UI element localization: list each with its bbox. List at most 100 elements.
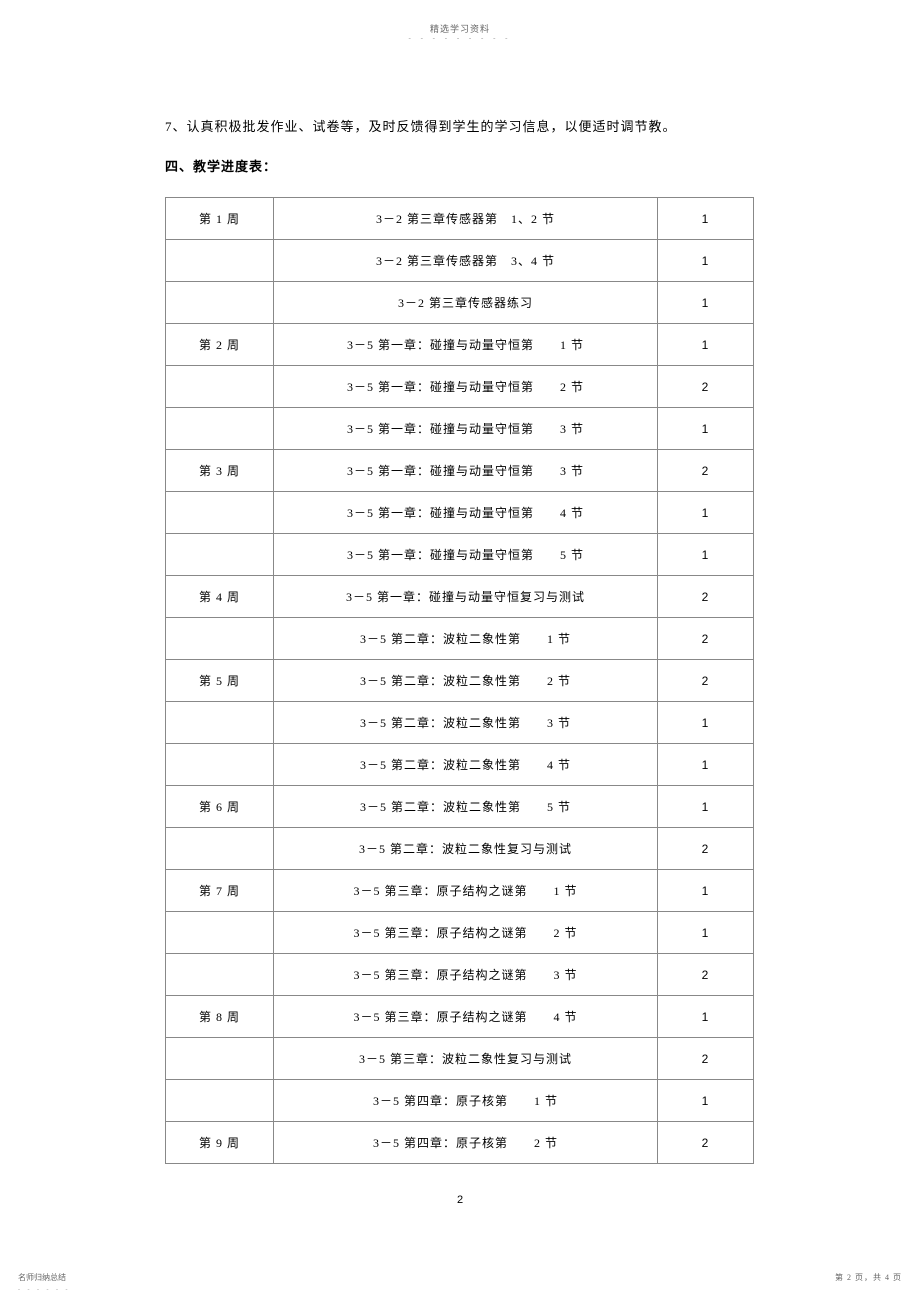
table-row: 第 1 周3－2 第三章传感器第 1、2 节1 bbox=[166, 198, 754, 240]
content-cell: 3－2 第三章传感器第 1、2 节 bbox=[274, 198, 658, 240]
content-cell: 3－5 第二章：波粒二象性第 2 节 bbox=[274, 660, 658, 702]
table-row: 第 9 周3－5 第四章：原子核第 2 节2 bbox=[166, 1122, 754, 1164]
table-row: 3－2 第三章传感器练习1 bbox=[166, 282, 754, 324]
table-row: 3－5 第二章：波粒二象性第 1 节2 bbox=[166, 618, 754, 660]
hours-cell: 1 bbox=[658, 786, 754, 828]
week-cell bbox=[166, 744, 274, 786]
table-row: 第 6 周3－5 第二章：波粒二象性第 5 节1 bbox=[166, 786, 754, 828]
hours-cell: 1 bbox=[658, 870, 754, 912]
hours-cell: 1 bbox=[658, 492, 754, 534]
hours-cell: 2 bbox=[658, 660, 754, 702]
content-cell: 3－5 第二章：波粒二象性复习与测试 bbox=[274, 828, 658, 870]
content-cell: 3－5 第三章：原子结构之谜第 1 节 bbox=[274, 870, 658, 912]
footer-left: 名师归纳总结 bbox=[18, 1272, 66, 1283]
footer-left-dots: - - - - - - bbox=[18, 1287, 71, 1293]
hours-cell: 1 bbox=[658, 534, 754, 576]
table-row: 3－2 第三章传感器第 3、4 节1 bbox=[166, 240, 754, 282]
week-cell bbox=[166, 828, 274, 870]
hours-cell: 1 bbox=[658, 408, 754, 450]
page-content: 7、认真积极批发作业、试卷等，及时反馈得到学生的学习信息，以便适时调节教。 四、… bbox=[165, 115, 755, 1164]
content-cell: 3－5 第三章：波粒二象性复习与测试 bbox=[274, 1038, 658, 1080]
hours-cell: 1 bbox=[658, 744, 754, 786]
table-row: 3－5 第一章：碰撞与动量守恒第 5 节1 bbox=[166, 534, 754, 576]
hours-cell: 2 bbox=[658, 450, 754, 492]
hours-cell: 1 bbox=[658, 240, 754, 282]
table-row: 第 5 周3－5 第二章：波粒二象性第 2 节2 bbox=[166, 660, 754, 702]
hours-cell: 2 bbox=[658, 618, 754, 660]
content-cell: 3－2 第三章传感器第 3、4 节 bbox=[274, 240, 658, 282]
week-cell: 第 1 周 bbox=[166, 198, 274, 240]
content-cell: 3－5 第一章：碰撞与动量守恒第 4 节 bbox=[274, 492, 658, 534]
week-cell bbox=[166, 954, 274, 996]
footer-right: 第 2 页，共 4 页 bbox=[835, 1272, 902, 1283]
week-cell: 第 2 周 bbox=[166, 324, 274, 366]
hours-cell: 2 bbox=[658, 828, 754, 870]
week-cell: 第 7 周 bbox=[166, 870, 274, 912]
schedule-table: 第 1 周3－2 第三章传感器第 1、2 节13－2 第三章传感器第 3、4 节… bbox=[165, 197, 754, 1164]
content-cell: 3－5 第一章：碰撞与动量守恒第 3 节 bbox=[274, 408, 658, 450]
content-cell: 3－5 第一章：碰撞与动量守恒第 1 节 bbox=[274, 324, 658, 366]
table-row: 3－5 第二章：波粒二象性第 4 节1 bbox=[166, 744, 754, 786]
content-cell: 3－5 第二章：波粒二象性第 4 节 bbox=[274, 744, 658, 786]
hours-cell: 2 bbox=[658, 1038, 754, 1080]
hours-cell: 2 bbox=[658, 576, 754, 618]
content-cell: 3－5 第一章：碰撞与动量守恒第 5 节 bbox=[274, 534, 658, 576]
content-cell: 3－5 第二章：波粒二象性第 3 节 bbox=[274, 702, 658, 744]
hours-cell: 2 bbox=[658, 954, 754, 996]
week-cell: 第 9 周 bbox=[166, 1122, 274, 1164]
week-cell bbox=[166, 534, 274, 576]
week-cell bbox=[166, 618, 274, 660]
hours-cell: 1 bbox=[658, 198, 754, 240]
paragraph-7: 7、认真积极批发作业、试卷等，及时反馈得到学生的学习信息，以便适时调节教。 bbox=[165, 115, 755, 138]
page-number: 2 bbox=[457, 1194, 463, 1206]
hours-cell: 2 bbox=[658, 1122, 754, 1164]
hours-cell: 1 bbox=[658, 324, 754, 366]
week-cell: 第 5 周 bbox=[166, 660, 274, 702]
content-cell: 3－5 第二章：波粒二象性第 1 节 bbox=[274, 618, 658, 660]
hours-cell: 1 bbox=[658, 1080, 754, 1122]
content-cell: 3－5 第一章：碰撞与动量守恒第 2 节 bbox=[274, 366, 658, 408]
content-cell: 3－5 第三章：原子结构之谜第 3 节 bbox=[274, 954, 658, 996]
week-cell bbox=[166, 702, 274, 744]
table-row: 3－5 第一章：碰撞与动量守恒第 3 节1 bbox=[166, 408, 754, 450]
week-cell bbox=[166, 912, 274, 954]
table-row: 3－5 第三章：原子结构之谜第 3 节2 bbox=[166, 954, 754, 996]
week-cell: 第 3 周 bbox=[166, 450, 274, 492]
content-cell: 3－5 第二章：波粒二象性第 5 节 bbox=[274, 786, 658, 828]
content-cell: 3－5 第三章：原子结构之谜第 4 节 bbox=[274, 996, 658, 1038]
hours-cell: 2 bbox=[658, 366, 754, 408]
content-cell: 3－5 第三章：原子结构之谜第 2 节 bbox=[274, 912, 658, 954]
hours-cell: 1 bbox=[658, 912, 754, 954]
content-cell: 3－5 第四章：原子核第 1 节 bbox=[274, 1080, 658, 1122]
hours-cell: 1 bbox=[658, 996, 754, 1038]
content-cell: 3－5 第一章：碰撞与动量守恒第 3 节 bbox=[274, 450, 658, 492]
week-cell: 第 6 周 bbox=[166, 786, 274, 828]
content-cell: 3－2 第三章传感器练习 bbox=[274, 282, 658, 324]
section-heading: 四、教学进度表： bbox=[165, 156, 755, 175]
header-dots: - - - - - - - - - bbox=[409, 34, 512, 42]
table-row: 3－5 第一章：碰撞与动量守恒第 4 节1 bbox=[166, 492, 754, 534]
table-row: 第 3 周3－5 第一章：碰撞与动量守恒第 3 节2 bbox=[166, 450, 754, 492]
week-cell bbox=[166, 492, 274, 534]
week-cell bbox=[166, 282, 274, 324]
week-cell: 第 8 周 bbox=[166, 996, 274, 1038]
week-cell: 第 4 周 bbox=[166, 576, 274, 618]
hours-cell: 1 bbox=[658, 282, 754, 324]
table-row: 第 7 周3－5 第三章：原子结构之谜第 1 节1 bbox=[166, 870, 754, 912]
content-cell: 3－5 第一章：碰撞与动量守恒复习与测试 bbox=[274, 576, 658, 618]
table-row: 3－5 第二章：波粒二象性复习与测试2 bbox=[166, 828, 754, 870]
week-cell bbox=[166, 1080, 274, 1122]
table-row: 3－5 第三章：原子结构之谜第 2 节1 bbox=[166, 912, 754, 954]
table-row: 第 4 周3－5 第一章：碰撞与动量守恒复习与测试2 bbox=[166, 576, 754, 618]
table-row: 3－5 第三章：波粒二象性复习与测试2 bbox=[166, 1038, 754, 1080]
week-cell bbox=[166, 366, 274, 408]
table-row: 3－5 第二章：波粒二象性第 3 节1 bbox=[166, 702, 754, 744]
week-cell bbox=[166, 240, 274, 282]
table-row: 第 8 周3－5 第三章：原子结构之谜第 4 节1 bbox=[166, 996, 754, 1038]
table-row: 第 2 周3－5 第一章：碰撞与动量守恒第 1 节1 bbox=[166, 324, 754, 366]
week-cell bbox=[166, 1038, 274, 1080]
table-row: 3－5 第四章：原子核第 1 节1 bbox=[166, 1080, 754, 1122]
content-cell: 3－5 第四章：原子核第 2 节 bbox=[274, 1122, 658, 1164]
hours-cell: 1 bbox=[658, 702, 754, 744]
week-cell bbox=[166, 408, 274, 450]
